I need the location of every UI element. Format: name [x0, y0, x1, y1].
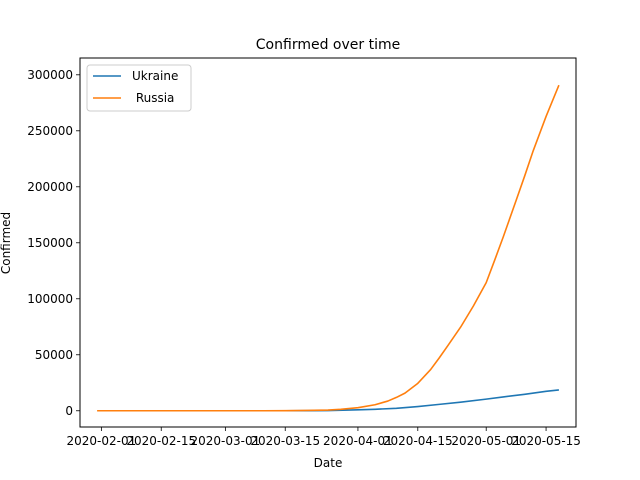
x-axis: 2020-02-012020-02-152020-03-012020-03-15… — [67, 427, 581, 448]
x-tick-label: 2020-05-15 — [511, 434, 581, 448]
y-axis-label: Confirmed — [0, 212, 13, 274]
chart-title: Confirmed over time — [256, 37, 400, 53]
x-tick-label: 2020-02-01 — [67, 434, 137, 448]
y-tick-label: 0 — [65, 404, 73, 418]
y-tick-label: 300000 — [27, 68, 73, 82]
y-tick-label: 250000 — [27, 124, 73, 138]
legend: Ukraine Russia — [86, 64, 192, 112]
y-tick-label: 150000 — [27, 236, 73, 250]
y-tick-label: 100000 — [27, 292, 73, 306]
series-layer — [97, 84, 560, 412]
legend-label-russia: Russia — [132, 91, 174, 105]
series-line-russia — [97, 84, 560, 412]
x-tick-label: 2020-03-15 — [250, 434, 320, 448]
x-tick-label: 2020-03-01 — [191, 434, 261, 448]
x-tick-label: 2020-02-15 — [126, 434, 196, 448]
y-axis: 0 50000 100000 150000 200000 250000 300000 — [27, 68, 80, 418]
x-tick-label: 2020-05-01 — [451, 434, 521, 448]
y-tick-label: 200000 — [27, 180, 73, 194]
y-tick-label: 50000 — [35, 348, 73, 362]
legend-label-ukraine: Ukraine — [132, 69, 178, 83]
x-axis-label: Date — [314, 456, 343, 470]
x-tick-label: 2020-04-15 — [383, 434, 453, 448]
x-tick-label: 2020-04-01 — [323, 434, 393, 448]
